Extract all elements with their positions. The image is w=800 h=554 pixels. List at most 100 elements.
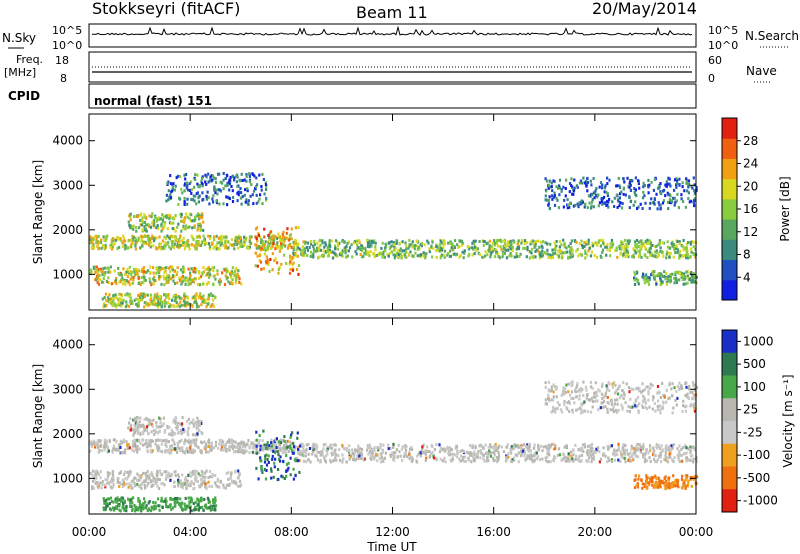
range-cell: [506, 248, 510, 252]
range-cell: [624, 193, 627, 197]
range-cell: [91, 469, 95, 473]
range-cell: [158, 302, 161, 305]
range-cell: [211, 242, 214, 246]
range-cell: [509, 449, 512, 452]
range-cell: [673, 276, 676, 280]
range-cell: [199, 449, 202, 453]
range-cell: [201, 481, 204, 485]
range-cell: [192, 280, 195, 284]
range-cell: [491, 241, 494, 245]
range-cell: [182, 428, 185, 431]
range-cell: [551, 189, 554, 193]
range-cell: [373, 255, 376, 259]
range-cell: [484, 250, 487, 254]
range-cell: [659, 206, 662, 210]
range-cell: [285, 443, 288, 447]
range-cell: [643, 184, 646, 187]
range-cell: [158, 295, 161, 299]
range-cell: [207, 242, 210, 246]
range-cell: [219, 480, 222, 484]
range-cell: [161, 424, 164, 428]
range-cell: [509, 247, 512, 251]
range-cell: [189, 483, 192, 486]
range-cell: [295, 459, 298, 463]
range-cell: [99, 267, 103, 271]
range-cell: [174, 239, 177, 243]
range-cell: [541, 246, 544, 250]
range-cell: [124, 477, 127, 481]
range-cell: [134, 426, 137, 430]
range-cell: [310, 240, 313, 244]
range-cell: [589, 179, 592, 183]
range-cell: [424, 459, 427, 462]
range-cell: [575, 240, 578, 244]
range-cell: [129, 214, 132, 218]
range-cell: [270, 438, 273, 442]
range-cell: [364, 252, 367, 256]
range-cell: [194, 297, 197, 301]
range-cell: [646, 276, 649, 279]
range-cell: [548, 453, 551, 457]
range-cell: [446, 253, 449, 257]
range-cell: [180, 215, 183, 219]
range-cell: [551, 442, 554, 446]
colorbar-segment: [722, 259, 737, 281]
range-cell: [327, 254, 330, 258]
range-cell: [95, 237, 98, 241]
range-cell: [267, 244, 270, 247]
range-cell: [290, 237, 293, 241]
range-cell: [634, 188, 637, 192]
range-cell: [207, 234, 210, 238]
range-cell: [95, 270, 98, 274]
range-cell: [188, 212, 191, 216]
range-cell: [95, 241, 98, 244]
range-cell: [130, 424, 133, 428]
range-cell: [375, 254, 378, 257]
range-cell: [154, 507, 157, 510]
range-cell: [567, 244, 570, 248]
range-cell: [146, 475, 149, 478]
range-cell: [252, 189, 256, 193]
range-cell: [374, 248, 377, 252]
range-cell: [666, 277, 669, 281]
range-cell: [256, 244, 259, 248]
range-cell: [490, 451, 493, 455]
colorbar-tick-label: 28: [743, 134, 758, 148]
range-cell: [542, 240, 545, 244]
range-cell: [553, 247, 556, 251]
range-cell: [206, 496, 209, 500]
range-cell: [117, 266, 120, 270]
range-cell: [256, 264, 259, 268]
range-cell: [197, 419, 200, 423]
range-cell: [236, 184, 239, 188]
range-cell: [203, 243, 207, 247]
range-cell: [231, 271, 234, 275]
range-cell: [665, 184, 668, 188]
range-cell: [183, 296, 186, 300]
range-cell: [682, 254, 685, 258]
range-cell: [168, 217, 171, 221]
range-cell: [671, 240, 674, 244]
range-cell: [563, 445, 566, 449]
range-cell: [635, 445, 638, 449]
range-cell: [132, 479, 135, 483]
range-cell: [124, 244, 127, 248]
range-cell: [592, 191, 595, 195]
range-cell: [122, 450, 125, 454]
range-cell: [676, 181, 679, 185]
range-cell: [603, 190, 606, 194]
range-cell: [235, 180, 238, 184]
range-cell: [621, 202, 624, 205]
range-cell: [367, 452, 370, 456]
range-cell: [515, 252, 518, 256]
range-cell: [148, 241, 151, 245]
range-cell: [188, 182, 191, 186]
range-cell: [152, 271, 155, 275]
range-cell: [166, 242, 169, 246]
range-cell: [305, 460, 308, 464]
range-cell: [623, 238, 626, 242]
range-cell: [422, 254, 425, 258]
range-cell: [311, 445, 314, 449]
range-cell: [192, 270, 195, 274]
range-cell: [458, 239, 462, 243]
